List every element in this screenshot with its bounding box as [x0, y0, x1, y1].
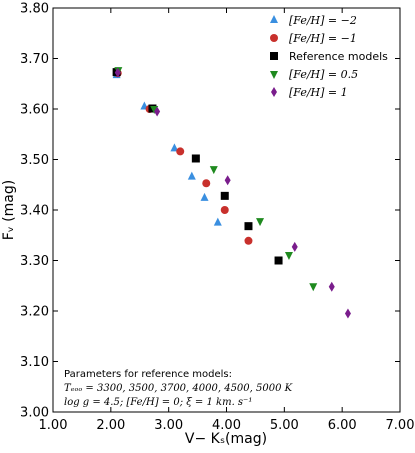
- y-tick-label: 3.10: [20, 355, 49, 370]
- y-tick-label: 3.40: [20, 204, 49, 219]
- legend-marker: [271, 87, 277, 97]
- x-tick-label: 4.00: [212, 418, 241, 433]
- y-tick-label: 3.00: [20, 406, 49, 421]
- data-point: [187, 171, 196, 180]
- y-tick-label: 3.60: [20, 103, 49, 118]
- data-point: [328, 281, 335, 292]
- annotation-line-3: log g = 4.5; [Fe/H] = 0; ξ = 1 km. s⁻¹: [64, 397, 252, 408]
- data-point: [256, 218, 265, 227]
- data-point: [200, 192, 209, 201]
- annotation-line-1: Parameters for reference models:: [64, 369, 232, 380]
- legend-marker: [270, 15, 278, 23]
- legend-label: [Fe/H] = −2: [289, 14, 357, 27]
- y-axis-label: Fᵥ (mag): [1, 180, 17, 240]
- data-point: [209, 166, 218, 175]
- data-point: [224, 175, 231, 186]
- legend-label: [Fe/H] = −1: [289, 32, 357, 45]
- y-tick-label: 3.70: [20, 52, 49, 67]
- axis-ticks: 1.00 2.00 3.00 4.00 5.00 6.00 7.00 3.00 3.10 3.20…: [20, 2, 414, 434]
- data-point: [114, 67, 121, 78]
- x-tick-label: 1.00: [39, 418, 68, 433]
- data-point: [344, 308, 351, 319]
- data-point: [213, 217, 222, 226]
- x-axis-label: V− Kₛ(mag): [185, 431, 267, 447]
- legend-label: [Fe/H] = 0.5: [289, 68, 358, 81]
- data-point: [202, 179, 211, 188]
- data-point: [284, 251, 293, 260]
- data-point: [191, 154, 200, 163]
- data-point: [244, 236, 253, 245]
- legend-label: Reference models: [289, 50, 388, 63]
- legend: [Fe/H] = −2 [Fe/H] = −1 Reference models [F…: [270, 14, 388, 99]
- data-points: [112, 67, 351, 319]
- data-point: [291, 241, 298, 252]
- data-point: [154, 106, 161, 117]
- legend-label: [Fe/H] = 1: [289, 86, 348, 99]
- data-point: [244, 222, 253, 231]
- y-tick-label: 3.30: [20, 254, 49, 269]
- x-tick-label: 6.00: [328, 418, 357, 433]
- legend-marker: [270, 52, 278, 60]
- x-tick-label: 7.00: [386, 418, 415, 433]
- legend-marker: [270, 71, 278, 79]
- data-point: [220, 191, 229, 200]
- data-point: [274, 256, 283, 265]
- legend-marker: [270, 34, 278, 42]
- x-tick-label: 2.00: [96, 418, 125, 433]
- data-point: [220, 206, 229, 214]
- annotation-line-2: Tₑₒₒ = 3300, 3500, 3700, 4000, 4500, 500…: [64, 383, 293, 394]
- y-tick-label: 3.80: [20, 2, 49, 17]
- data-point: [309, 283, 318, 292]
- y-tick-label: 3.20: [20, 305, 49, 320]
- data-point: [150, 106, 159, 114]
- x-tick-label: 3.00: [154, 418, 183, 433]
- x-tick-label: 5.00: [270, 418, 299, 433]
- data-point: [170, 143, 179, 152]
- y-tick-label: 3.50: [20, 153, 49, 168]
- data-point: [176, 147, 185, 156]
- annotation-box: Parameters for reference models: Tₑₒₒ = …: [64, 369, 293, 408]
